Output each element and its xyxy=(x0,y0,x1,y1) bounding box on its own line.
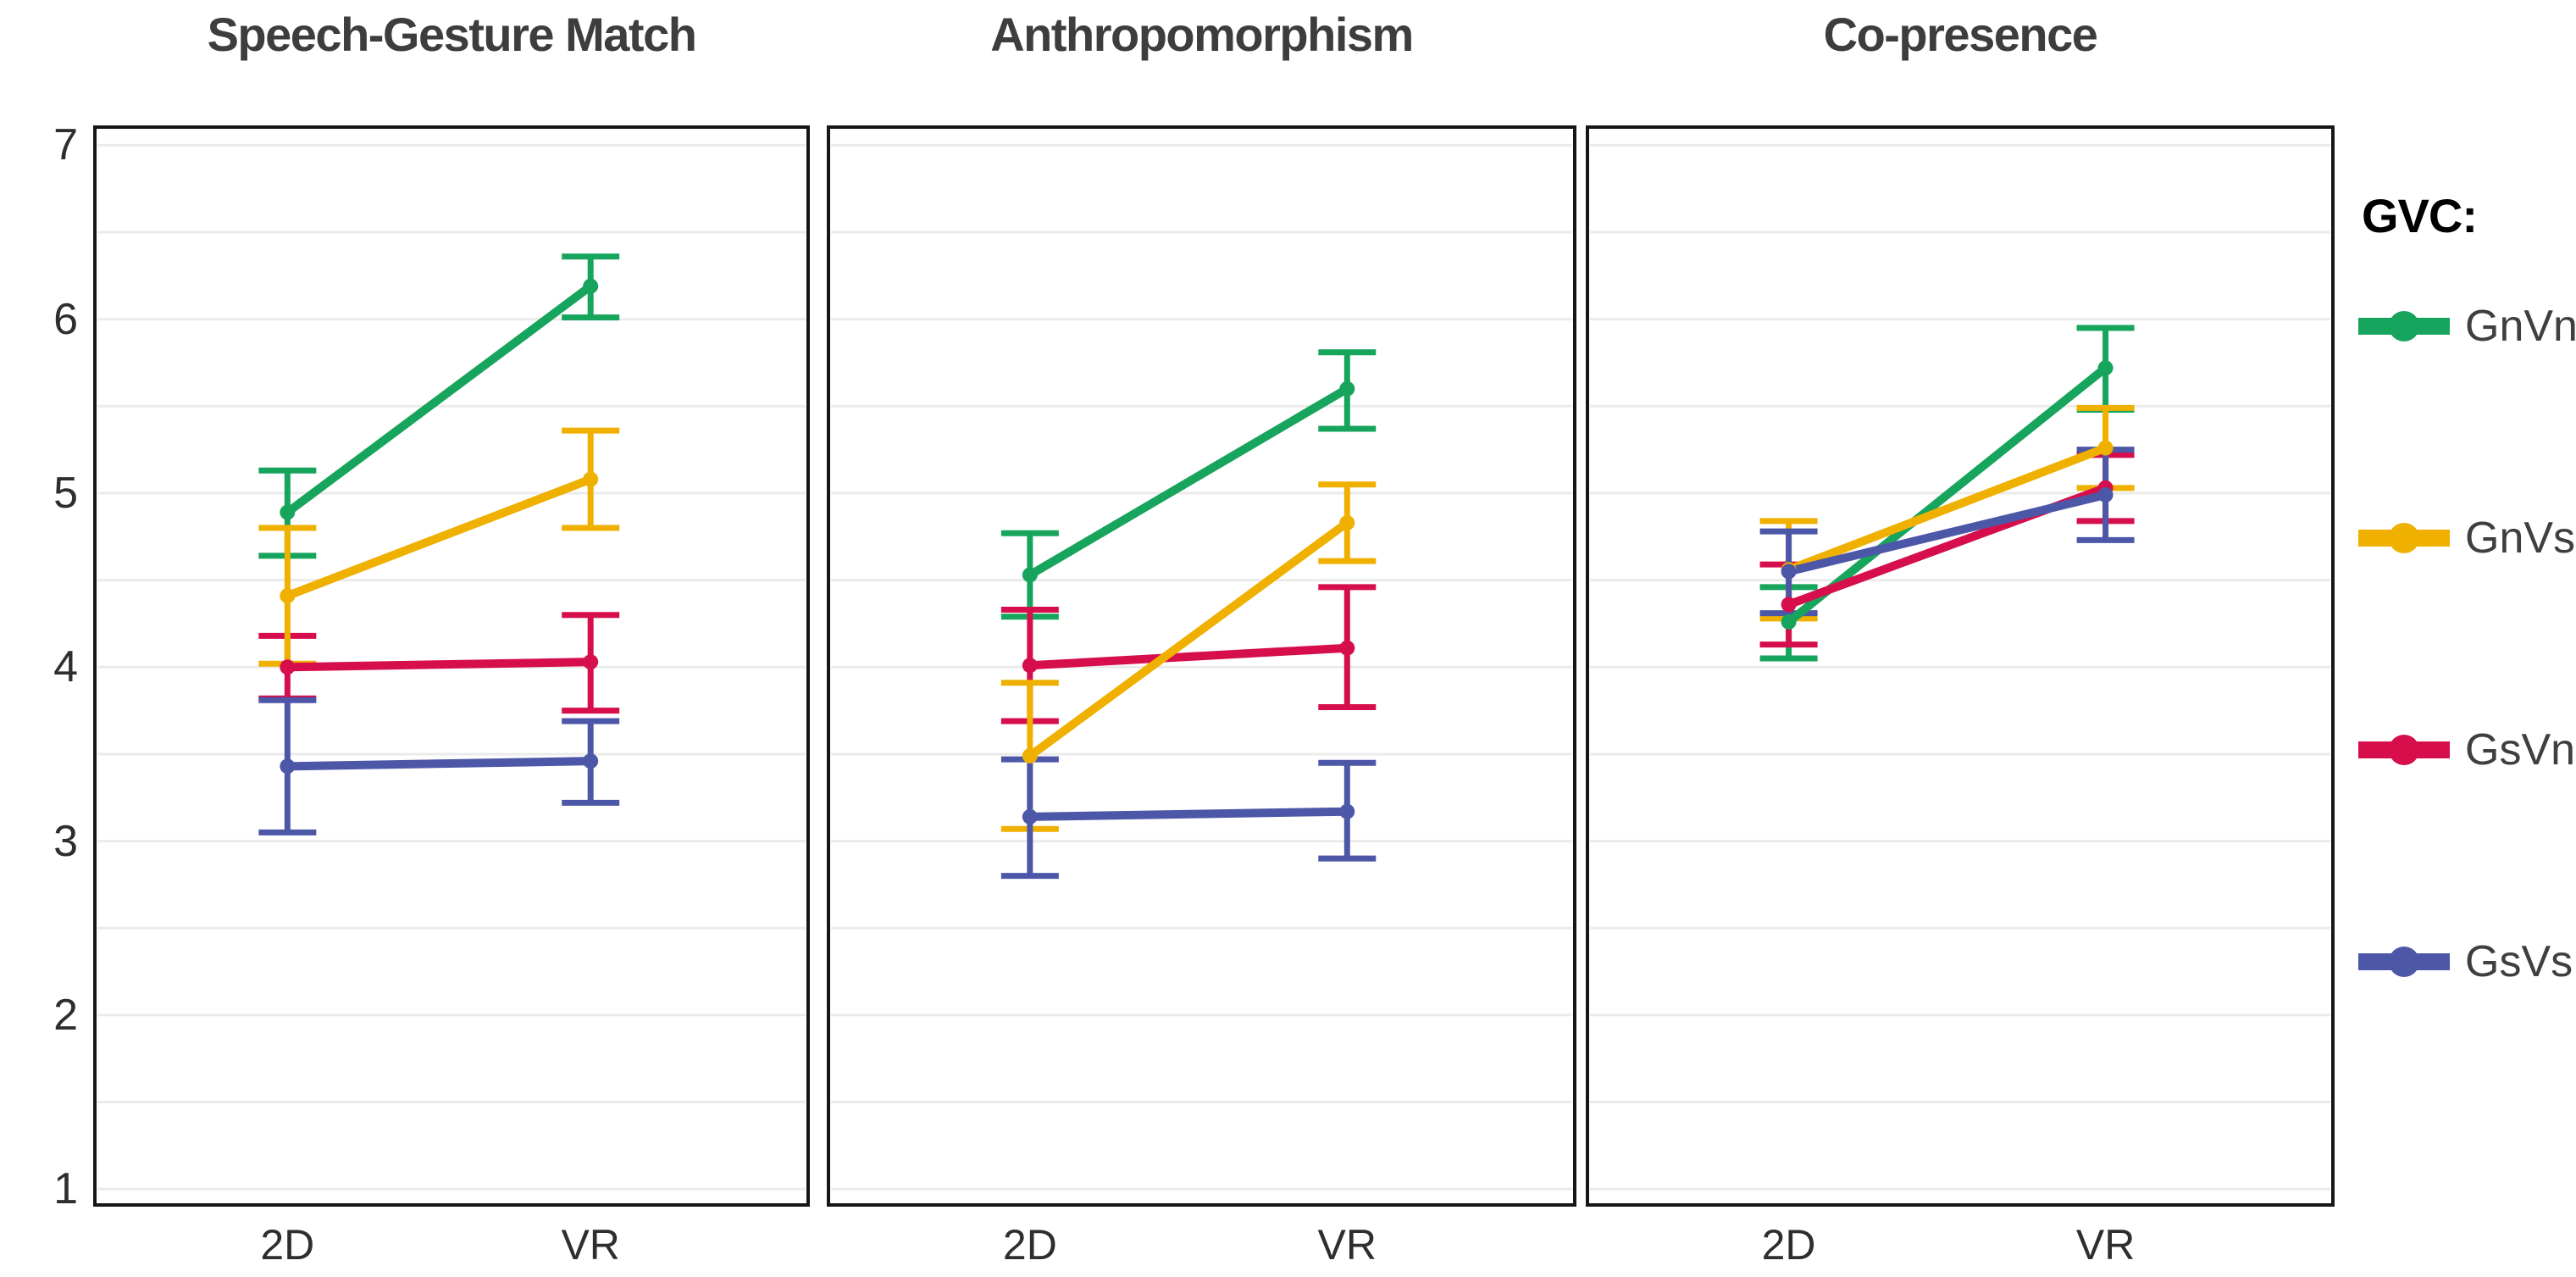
data-point-GsVs xyxy=(1781,564,1797,580)
series-line-GnVn xyxy=(283,281,596,517)
data-point-GsVs xyxy=(1022,808,1038,824)
series-line-GsVs xyxy=(283,757,596,771)
y-tick-label-6: 6 xyxy=(53,294,78,344)
legend-item-gnvs: GnVs xyxy=(2357,511,2575,565)
y-tick-label-5: 5 xyxy=(53,469,78,518)
legend-marker-icon xyxy=(2358,523,2450,553)
series-line-GnVs xyxy=(1025,518,1352,761)
data-point-GsVs xyxy=(280,758,296,775)
data-point-GnVn xyxy=(2097,360,2113,376)
x-tick-label-vr: VR xyxy=(2075,1221,2136,1269)
legend-item-label: GsVs xyxy=(2465,937,2573,986)
series-line-GsVs xyxy=(1784,491,2110,576)
panel-title-anthropomorphism: Anthropomorphism xyxy=(990,8,1414,61)
legend-item-gnvn: GnVn xyxy=(2357,299,2576,353)
data-point-GnVs xyxy=(1339,514,1355,530)
legend-marker-icon xyxy=(2358,947,2450,977)
data-point-GnVn xyxy=(1339,380,1355,397)
x-tick-label-2d: 2D xyxy=(260,1221,315,1269)
legend-title: GVC: xyxy=(2362,189,2478,242)
y-tick-label-4: 4 xyxy=(53,642,78,692)
series-line-GnVn xyxy=(1784,364,2110,626)
panel-border xyxy=(1586,125,2335,1207)
data-point-GsVn xyxy=(583,654,599,670)
x-tick-label-2d: 2D xyxy=(1761,1221,1816,1269)
data-point-GsVs xyxy=(583,753,599,769)
data-point-GnVs xyxy=(2097,440,2113,456)
data-point-GnVn xyxy=(583,278,599,294)
data-point-GnVn xyxy=(1022,567,1038,583)
data-point-GsVn xyxy=(1022,658,1038,674)
data-point-GnVs xyxy=(583,471,599,487)
series-line-GsVn xyxy=(1025,643,1352,670)
data-point-GsVn xyxy=(1781,597,1797,613)
panel-border xyxy=(93,125,810,1207)
series-line-GnVn xyxy=(1025,384,1352,580)
panel-title-co-presence: Co-presence xyxy=(1823,8,2098,61)
data-point-GnVs xyxy=(280,588,296,604)
x-tick-label-2d: 2D xyxy=(1002,1221,1057,1269)
series-line-GnVs xyxy=(1784,443,2110,575)
series-line-GnVs xyxy=(283,475,596,601)
data-point-GsVs xyxy=(1339,803,1355,819)
y-tick-label-7: 7 xyxy=(53,120,78,170)
legend-item-label: GnVs xyxy=(2465,514,2576,563)
x-tick-label-vr: VR xyxy=(1317,1221,1377,1269)
legend: GVC: GnVn GnVs GsVn GsVs xyxy=(2357,0,2576,1277)
legend-item-gsvs: GsVs xyxy=(2357,935,2573,989)
legend-item-label: GnVn xyxy=(2465,302,2576,351)
series-line-GsVs xyxy=(1025,807,1352,821)
legend-marker-icon xyxy=(2358,311,2450,341)
y-tick-label-3: 3 xyxy=(53,816,78,866)
legend-item-gsvn: GsVn xyxy=(2357,723,2575,777)
data-point-GsVn xyxy=(1339,640,1355,656)
data-point-GnVs xyxy=(1022,748,1038,764)
panel-title-speech-gesture-match: Speech-Gesture Match xyxy=(207,8,697,61)
data-point-GnVn xyxy=(1781,614,1797,630)
panel-border xyxy=(827,125,1576,1207)
data-point-GsVs xyxy=(2097,487,2113,503)
y-tick-label-1: 1 xyxy=(53,1164,78,1214)
y-tick-label-2: 2 xyxy=(53,990,78,1040)
x-tick-label-vr: VR xyxy=(561,1221,620,1269)
series-line-GsVn xyxy=(283,658,596,672)
data-point-GsVn xyxy=(280,659,296,675)
legend-item-label: GsVn xyxy=(2465,725,2576,775)
data-point-GnVn xyxy=(280,504,296,520)
legend-marker-icon xyxy=(2358,735,2450,765)
